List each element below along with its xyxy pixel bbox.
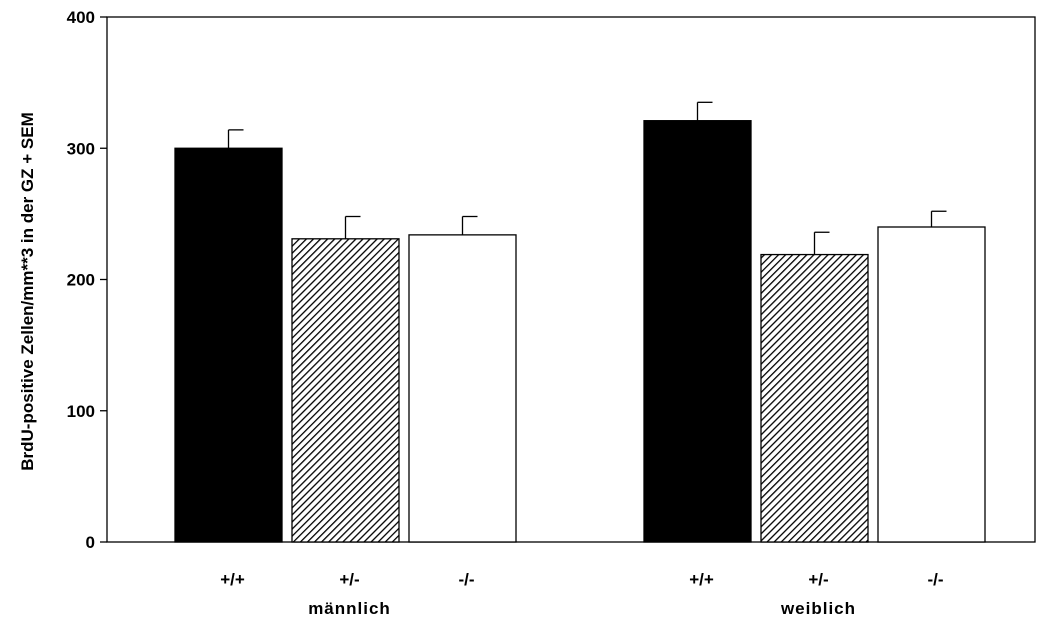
group-label: männlich [308,599,391,618]
bar-label: +/- [339,570,359,589]
bar [174,147,283,543]
bar [877,226,986,543]
bar [291,238,400,543]
bar [760,253,869,543]
bar [408,234,517,543]
bar-label: +/+ [689,570,714,589]
bar [643,120,752,543]
y-axis-label: BrdU-positive Zellen/mm**3 in der GZ + S… [18,112,37,471]
y-tick-label: 300 [67,139,95,158]
bar-label: +/- [808,570,828,589]
group-label: weiblich [780,599,856,618]
y-tick-label: 0 [86,533,95,552]
y-tick-label: 400 [67,8,95,27]
bar-label: +/+ [220,570,245,589]
bar-label: -/- [927,570,943,589]
y-tick-label: 100 [67,402,95,421]
bar-label: -/- [458,570,474,589]
y-tick-label: 200 [67,271,95,290]
